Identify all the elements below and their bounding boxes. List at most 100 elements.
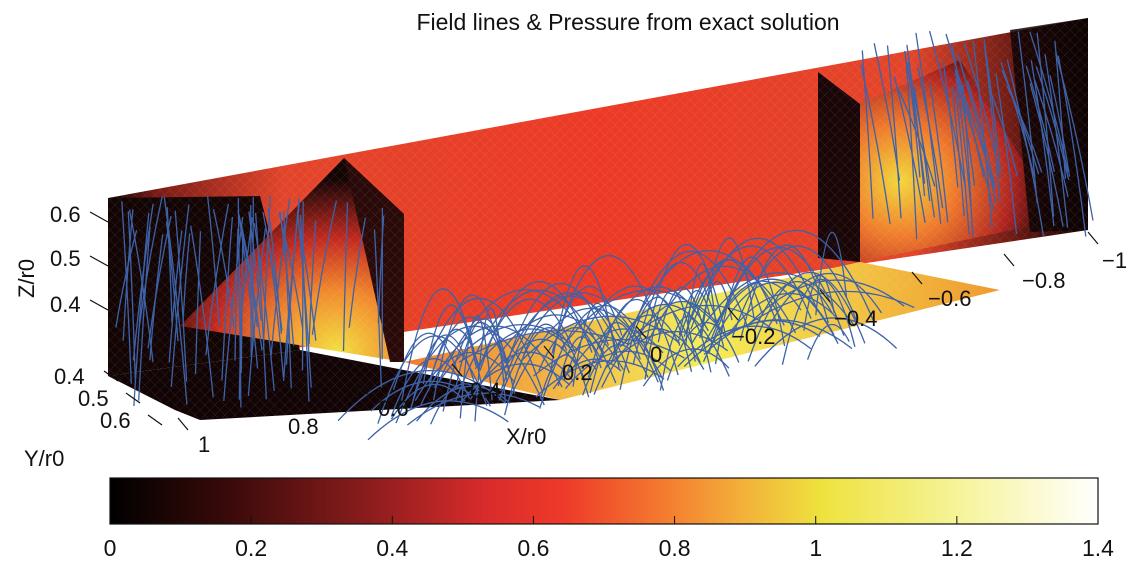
field-line bbox=[983, 45, 1001, 202]
field-line bbox=[726, 293, 838, 337]
z-tick-mark bbox=[89, 211, 109, 223]
colorbar-tick-label: 0 bbox=[104, 535, 117, 561]
field-line bbox=[557, 336, 602, 387]
field-line bbox=[390, 358, 471, 417]
field-line bbox=[966, 80, 996, 188]
field-line bbox=[570, 328, 664, 372]
x-axis: 1 0.8 0.6 0.4 0.2 0 −0.2 −0.4 −0.6 −0.8 … bbox=[177, 231, 1127, 457]
field-line bbox=[377, 335, 488, 424]
x-tick-label: 0.2 bbox=[562, 360, 593, 385]
field-line bbox=[428, 316, 506, 382]
field-line bbox=[459, 315, 493, 419]
field-line bbox=[223, 217, 244, 402]
field-line bbox=[587, 321, 641, 378]
field-line bbox=[395, 325, 545, 424]
field-line bbox=[458, 330, 629, 363]
field-line bbox=[1033, 79, 1069, 197]
colorbar-tick-label: 0.2 bbox=[235, 535, 267, 561]
field-line bbox=[221, 216, 234, 381]
field-line bbox=[170, 204, 190, 387]
field-line bbox=[905, 60, 918, 240]
y-tick-label: 0.6 bbox=[100, 408, 131, 433]
field-line bbox=[657, 286, 703, 343]
field-line bbox=[1049, 75, 1071, 177]
field-line bbox=[886, 45, 902, 219]
z-tick-mark bbox=[89, 255, 109, 267]
z-tick-label: 0.5 bbox=[50, 246, 81, 271]
field-line bbox=[1044, 54, 1069, 228]
x-tick-label: −0.2 bbox=[732, 324, 775, 349]
y-tick-label: 0.5 bbox=[78, 386, 109, 411]
field-line bbox=[690, 237, 819, 330]
field-line bbox=[422, 304, 477, 385]
field-line bbox=[367, 400, 509, 441]
field-line bbox=[781, 279, 856, 365]
field-line bbox=[589, 298, 679, 394]
field-line bbox=[266, 234, 285, 378]
field-line bbox=[262, 211, 283, 331]
field-line bbox=[390, 383, 466, 420]
field-line bbox=[240, 224, 263, 351]
field-line bbox=[430, 383, 492, 425]
field-line bbox=[518, 323, 568, 369]
field-line bbox=[182, 233, 191, 321]
x-tick-mark bbox=[635, 325, 647, 339]
field-line bbox=[401, 288, 482, 401]
x-tick-label: −0.4 bbox=[834, 306, 877, 331]
field-line bbox=[238, 233, 245, 400]
x-axis-label: X/r0 bbox=[506, 424, 546, 449]
x-tick-mark bbox=[911, 271, 923, 285]
x-tick-mark bbox=[357, 381, 369, 395]
field-line bbox=[572, 302, 620, 387]
field-line bbox=[533, 338, 685, 377]
field-line bbox=[972, 40, 993, 229]
field-line bbox=[861, 50, 874, 219]
x-tick-label: 0.8 bbox=[288, 414, 319, 439]
x-tick-mark bbox=[451, 363, 463, 377]
field-line bbox=[433, 324, 598, 389]
colorbar-tick-label: 1.4 bbox=[1082, 535, 1114, 561]
field-line bbox=[633, 300, 719, 344]
field-line bbox=[342, 202, 349, 352]
field-line bbox=[165, 221, 179, 342]
field-line bbox=[897, 87, 936, 187]
surface-mesh bbox=[108, 18, 1088, 420]
field-line bbox=[954, 88, 970, 235]
x-tick-label: 1 bbox=[198, 432, 210, 457]
field-line bbox=[683, 245, 812, 337]
field-line bbox=[535, 360, 665, 398]
field-line bbox=[237, 197, 242, 408]
x-tick-mark bbox=[177, 417, 189, 431]
field-line bbox=[190, 225, 214, 398]
field-line bbox=[454, 318, 510, 390]
field-line bbox=[951, 85, 965, 217]
field-line bbox=[439, 289, 603, 381]
x-tick-label: 0.6 bbox=[378, 396, 409, 421]
field-line bbox=[212, 208, 235, 328]
colorbar-tick-label: 0.8 bbox=[659, 535, 691, 561]
field-line bbox=[623, 250, 785, 344]
z-tick-label: 0.4 bbox=[50, 292, 81, 317]
field-line bbox=[138, 196, 163, 328]
field-line bbox=[995, 73, 1018, 235]
field-line bbox=[262, 195, 271, 350]
field-line bbox=[301, 201, 304, 371]
field-line bbox=[539, 354, 586, 400]
y-tick-mark bbox=[103, 370, 119, 382]
y-axis: 0.4 0.5 0.6 Y/r0 bbox=[24, 364, 163, 471]
field-line bbox=[377, 215, 385, 324]
x-tick-mark bbox=[543, 345, 555, 359]
field-line bbox=[442, 322, 516, 412]
field-line bbox=[700, 237, 755, 337]
field-line bbox=[748, 279, 905, 325]
field-line bbox=[593, 303, 730, 395]
x-tick-mark bbox=[1003, 253, 1015, 267]
field-line bbox=[619, 304, 773, 348]
field-line bbox=[348, 217, 367, 328]
field-line bbox=[432, 294, 508, 401]
field-line bbox=[454, 289, 617, 402]
field-line bbox=[917, 67, 944, 209]
field-line bbox=[873, 43, 901, 181]
colorbar-tick-label: 0.4 bbox=[376, 535, 408, 561]
y-tick-mark bbox=[147, 414, 163, 426]
